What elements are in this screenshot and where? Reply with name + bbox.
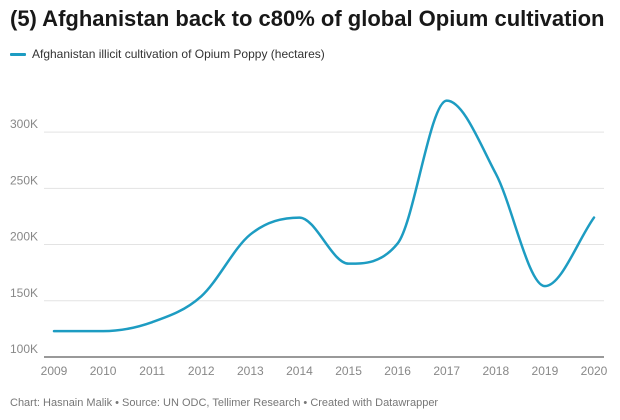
x-tick-label: 2015 <box>335 364 362 378</box>
x-tick-label: 2017 <box>433 364 460 378</box>
y-tick-label: 200K <box>10 230 38 244</box>
x-tick-label: 2019 <box>532 364 559 378</box>
x-tick-label: 2014 <box>286 364 313 378</box>
y-tick-label: 300K <box>10 117 38 131</box>
x-tick-label: 2010 <box>90 364 117 378</box>
x-tick-label: 2012 <box>188 364 215 378</box>
x-tick-label: 2016 <box>384 364 411 378</box>
y-tick-label: 250K <box>10 173 38 187</box>
x-tick-label: 2013 <box>237 364 264 378</box>
legend-label: Afghanistan illicit cultivation of Opium… <box>32 47 325 61</box>
x-tick-label: 2011 <box>139 364 165 378</box>
x-tick-label: 2020 <box>581 364 608 378</box>
legend: Afghanistan illicit cultivation of Opium… <box>10 47 325 61</box>
series-line <box>52 99 596 333</box>
x-tick-label: 2009 <box>41 364 68 378</box>
y-tick-label: 150K <box>10 286 38 300</box>
chart-footer: Chart: Hasnain Malik • Source: UN ODC, T… <box>10 397 439 409</box>
chart-title: (5) Afghanistan back to c80% of global O… <box>10 6 605 31</box>
legend-swatch <box>10 52 26 56</box>
y-tick-label: 100K <box>10 342 38 356</box>
x-tick-label: 2018 <box>482 364 509 378</box>
